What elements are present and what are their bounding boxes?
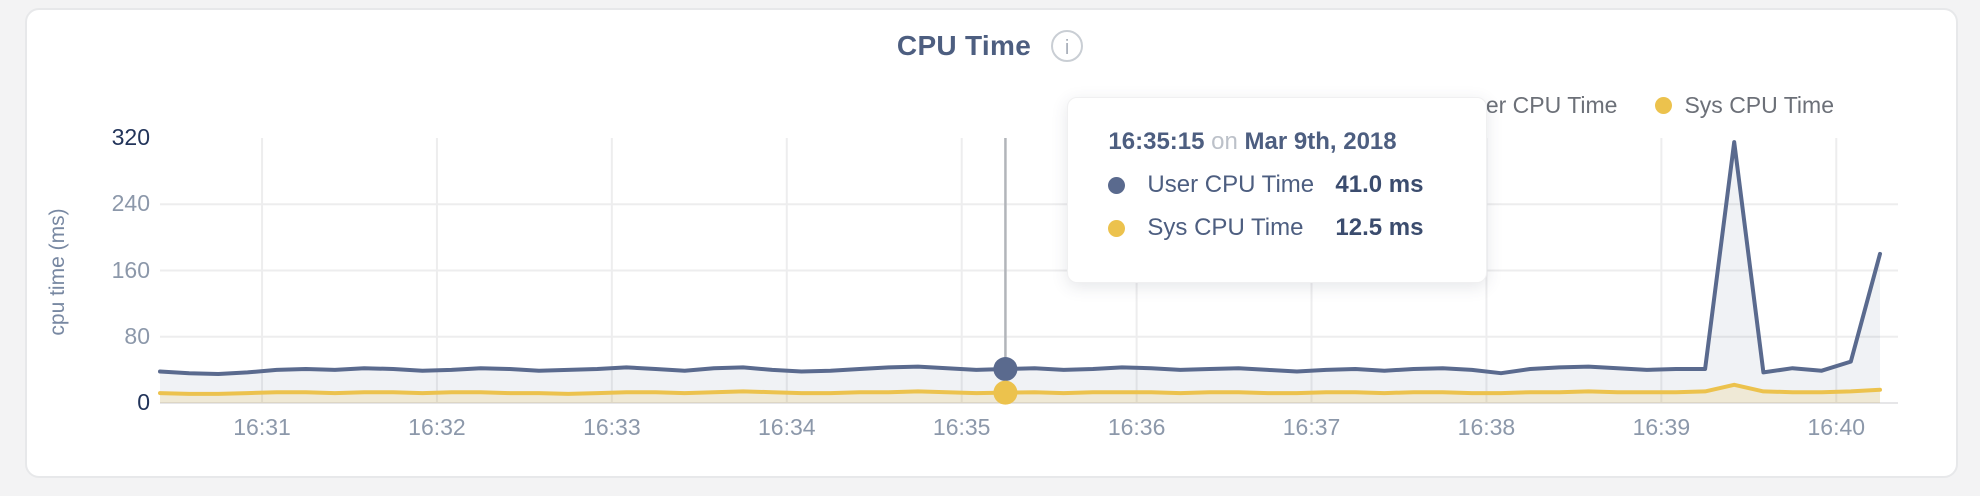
y-tick-label: 80 (124, 322, 150, 349)
user-cpu-area (160, 142, 1880, 403)
x-tick-label: 16:33 (583, 414, 641, 440)
legend-item-sys-cpu-time[interactable]: Sys CPU Time (1655, 92, 1834, 119)
tooltip-rows: User CPU Time 41.0 ms Sys CPU Time 12.5 ms (1068, 171, 1486, 242)
x-tick-label: 16:31 (233, 414, 291, 440)
tooltip-header: 16:35:15 on Mar 9th, 2018 (1108, 128, 1486, 156)
x-tick-label: 16:40 (1807, 414, 1866, 440)
y-tick-label: 320 (111, 124, 150, 150)
chart-title: CPU Time (896, 30, 1032, 61)
x-tick-label: 16:39 (1632, 414, 1691, 440)
tooltip-connector: on (1211, 128, 1238, 155)
sys-hover-dot (993, 380, 1018, 405)
user-hover-dot (993, 357, 1018, 382)
legend-swatch-icon (1655, 97, 1673, 114)
chart-header: CPU Time i (0, 30, 1980, 62)
series-dot-icon (1108, 176, 1126, 194)
legend: User CPU Time Sys CPU Time (1428, 92, 1834, 119)
x-tick-label: 16:32 (408, 414, 466, 440)
tooltip-series-label: User CPU Time (1147, 171, 1315, 198)
tooltip-time: 16:35:15 (1108, 128, 1205, 155)
x-tick-label: 16:37 (1282, 414, 1341, 440)
tooltip-series-label: Sys CPU Time (1147, 214, 1304, 241)
chart-card (25, 8, 1958, 478)
tooltip-row-sys-cpu-time: Sys CPU Time 12.5 ms (1108, 214, 1486, 242)
y-tick-label: 240 (111, 190, 150, 217)
x-tick-label: 16:34 (757, 414, 816, 440)
sys-cpu-line (158, 382, 1882, 396)
x-tick-label: 16:35 (932, 414, 991, 440)
series-dot-icon (1108, 219, 1126, 237)
chart-tooltip: 16:35:15 on Mar 9th, 2018 User CPU Time 4… (1067, 97, 1488, 283)
info-icon[interactable]: i (1051, 30, 1084, 62)
user-cpu-line (158, 140, 1882, 376)
x-tick-label: 16:38 (1457, 414, 1516, 440)
y-tick-label: 160 (111, 256, 150, 283)
x-tick-label: 16:36 (1107, 414, 1166, 440)
tooltip-row-user-cpu-time: User CPU Time 41.0 ms (1108, 171, 1486, 199)
tooltip-date: Mar 9th, 2018 (1244, 128, 1397, 155)
tooltip-series-value: 12.5 ms (1335, 214, 1424, 241)
tooltip-series-value: 41.0 ms (1335, 171, 1424, 198)
y-tick-label: 0 (137, 389, 150, 415)
legend-label: Sys CPU Time (1684, 92, 1834, 118)
